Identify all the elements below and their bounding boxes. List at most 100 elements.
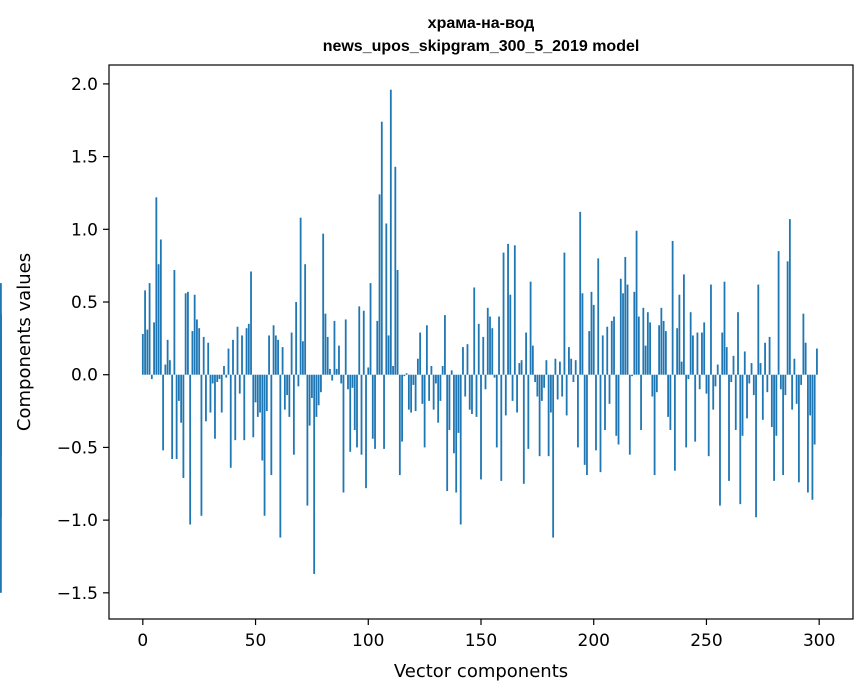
bar-72 — [304, 264, 307, 375]
bar-15 — [175, 374, 178, 460]
bar-56 — [268, 335, 270, 375]
bar-5 — [153, 322, 155, 375]
y-tick-label: 1.0 — [71, 220, 98, 240]
bar-16 — [177, 374, 180, 401]
bar-61 — [279, 374, 282, 538]
bar-167 — [518, 363, 521, 375]
bar-74 — [308, 374, 311, 426]
y-tick-label: 1.5 — [71, 148, 98, 168]
bar-134 — [444, 315, 446, 375]
bar-42 — [236, 326, 239, 375]
plot-frame — [108, 64, 854, 620]
bar-166 — [516, 374, 518, 413]
bar-275 — [761, 374, 764, 420]
bar-136 — [448, 374, 451, 430]
bar-101 — [369, 283, 372, 375]
bar-294 — [804, 342, 807, 375]
y-tick-label: −1.5 — [57, 584, 98, 604]
bar-51 — [256, 374, 259, 417]
bar-285 — [784, 374, 787, 396]
bar-152 — [484, 374, 487, 390]
bar-37 — [225, 374, 228, 378]
x-tick-label: 200 — [578, 631, 610, 651]
bar-245 — [694, 374, 697, 442]
bar-260 — [728, 374, 730, 481]
bar-204 — [601, 335, 604, 375]
bar-62 — [281, 347, 284, 375]
bar-148 — [475, 374, 478, 417]
bar-89 — [342, 374, 345, 493]
bar-92 — [349, 374, 352, 452]
bar-295 — [807, 374, 809, 493]
bar-198 — [588, 331, 591, 375]
bar-52 — [259, 374, 261, 413]
bar-120 — [412, 374, 415, 385]
bar-36 — [223, 365, 225, 375]
bar-132 — [439, 374, 442, 401]
bar-274 — [759, 363, 762, 375]
bar-63 — [283, 374, 286, 410]
bar-251 — [707, 374, 710, 457]
bar-65 — [288, 374, 291, 417]
bar-150 — [480, 374, 482, 480]
bar-183 — [554, 358, 557, 375]
bar-38 — [227, 348, 230, 375]
bar-102 — [371, 374, 374, 439]
bar-279 — [770, 374, 773, 428]
bar-247 — [698, 374, 701, 390]
bar-111 — [392, 365, 394, 375]
bar-64 — [286, 374, 289, 396]
x-axis-ticks: 0 50 100 150 200 250 300 — [137, 619, 835, 651]
bar-114 — [398, 374, 401, 476]
bar-227 — [653, 374, 656, 476]
bar-149 — [477, 323, 480, 375]
bar-261 — [730, 374, 733, 382]
bar-248 — [701, 332, 703, 375]
bar-211 — [617, 374, 620, 445]
bar-110 — [389, 89, 392, 375]
bar-67 — [292, 374, 295, 455]
bar-159 — [500, 374, 503, 481]
bar-40 — [232, 339, 234, 375]
bar-123 — [419, 332, 422, 375]
bar-153 — [486, 307, 489, 375]
bar-1 — [144, 290, 146, 375]
bar-75 — [311, 374, 313, 398]
bar-96 — [358, 306, 361, 375]
bar-174 — [534, 374, 537, 382]
bar-289 — [793, 358, 796, 375]
bar-195 — [581, 293, 584, 375]
bar-188 — [565, 374, 568, 416]
bar-239 — [680, 361, 683, 375]
bar-290 — [795, 374, 798, 404]
y-axis-ticks: −1.5 −1.0 −0.5 0.0 0.5 1.0 1.5 2.0 — [57, 75, 109, 604]
bar-46 — [245, 328, 248, 375]
bar-223 — [644, 345, 647, 375]
bar-252 — [710, 284, 712, 375]
bar-3 — [148, 283, 151, 375]
bar-undefined — [0, 283, 2, 375]
bar-31 — [211, 374, 214, 384]
bar-160 — [502, 252, 505, 375]
bar-104 — [376, 320, 379, 375]
bar-229 — [658, 325, 661, 375]
bar-112 — [394, 166, 397, 375]
bar-172 — [529, 281, 532, 375]
bar-180 — [547, 374, 550, 457]
bar-17 — [180, 374, 183, 423]
bar-94 — [353, 374, 356, 430]
bar-10 — [164, 364, 167, 375]
bar-163 — [509, 294, 512, 375]
bar-85 — [333, 320, 336, 375]
bar-185 — [559, 361, 561, 375]
bar-292 — [800, 374, 803, 385]
bar-undefined — [0, 374, 2, 439]
bar-58 — [272, 325, 275, 375]
bar-73 — [306, 374, 309, 506]
bar-230 — [660, 307, 663, 375]
y-tick-label: 2.0 — [71, 75, 98, 95]
x-tick-label: 100 — [352, 631, 384, 651]
y-axis-label: Components values — [14, 253, 35, 431]
bar-142 — [462, 347, 464, 375]
bar-0 — [141, 334, 144, 375]
